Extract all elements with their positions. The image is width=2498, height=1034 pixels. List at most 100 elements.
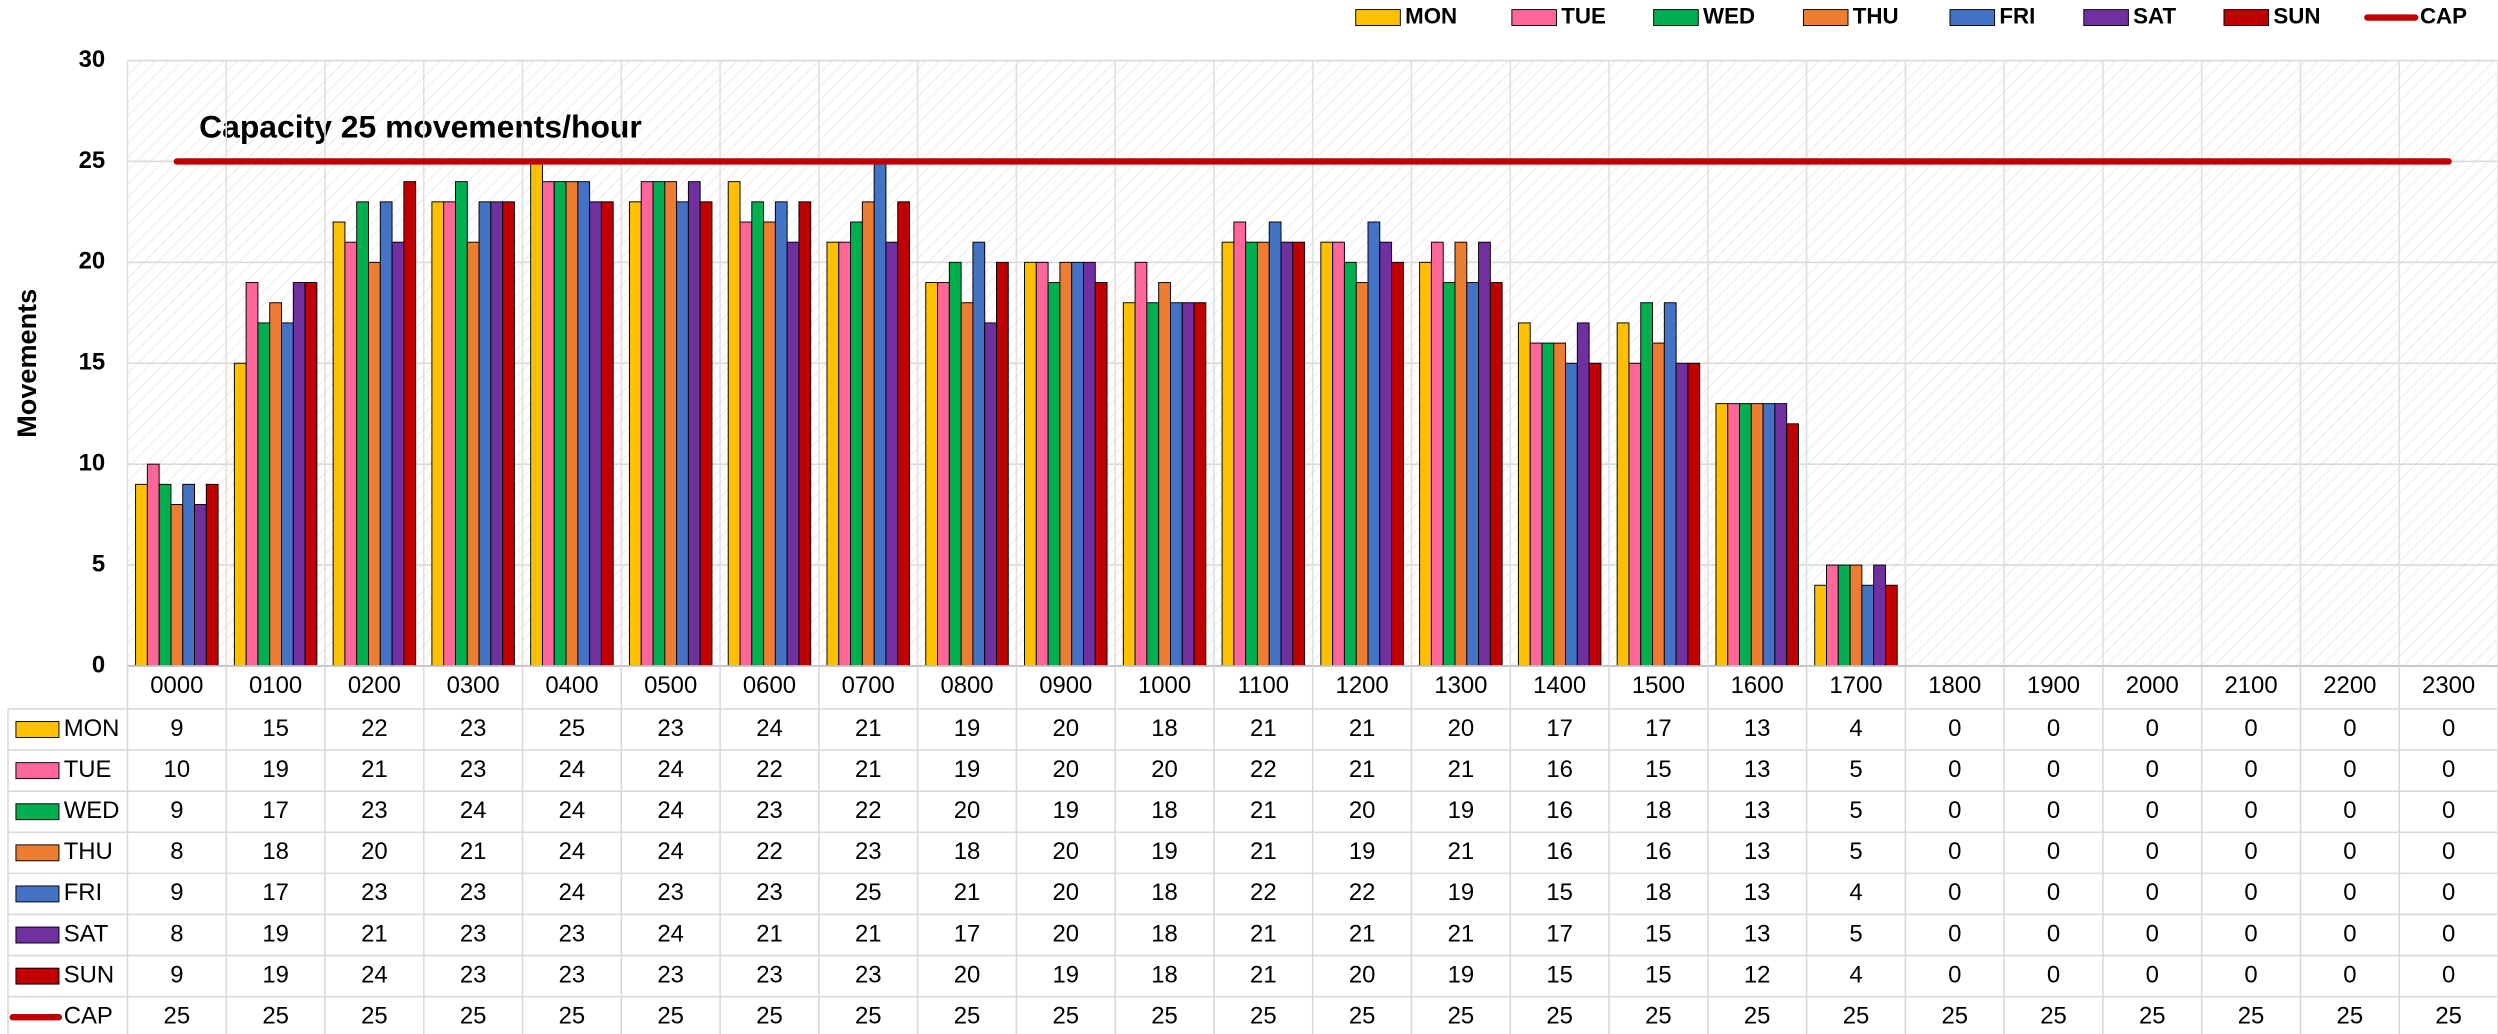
table-cell: 20 <box>954 797 981 824</box>
y-tick-label: 5 <box>92 550 105 577</box>
table-cell: 13 <box>1744 920 1771 947</box>
table-cell: 10 <box>164 756 191 783</box>
bar <box>233 362 247 667</box>
table-cell: 17 <box>954 920 981 947</box>
x-tick-label: 0400 <box>545 672 598 699</box>
bar <box>984 322 997 667</box>
legend-label: WED <box>1703 3 1755 28</box>
bar <box>687 181 701 667</box>
table-cell: 0 <box>2343 961 2356 988</box>
table-cell: 25 <box>361 1003 388 1030</box>
table-cell: 0 <box>2244 797 2257 824</box>
table-cell: 24 <box>559 879 586 906</box>
bar <box>530 160 543 667</box>
table-cell: 21 <box>1448 838 1475 865</box>
bar <box>1454 241 1468 667</box>
legend-label: FRI <box>1999 3 2035 28</box>
table-cell: 0 <box>2047 920 2060 947</box>
table-cell: 25 <box>2337 1003 2364 1030</box>
table-cell: 18 <box>1151 715 1178 742</box>
table-cell: 0 <box>1948 920 1961 947</box>
bar <box>739 221 753 667</box>
table-cell: 0 <box>2146 961 2159 988</box>
table-cell: 21 <box>1250 961 1277 988</box>
bar <box>379 201 393 667</box>
bar <box>443 201 456 667</box>
legend-label: MON <box>1405 3 1457 28</box>
bar <box>1478 241 1491 667</box>
table-cell: 25 <box>1250 1003 1277 1030</box>
table-cell: 25 <box>1546 1003 1573 1030</box>
table-cell: 9 <box>170 797 183 824</box>
table-cell: 22 <box>756 756 783 783</box>
bar <box>1292 241 1306 667</box>
bar <box>1640 302 1654 667</box>
table-cell: 25 <box>1843 1003 1870 1030</box>
table-cell: 20 <box>361 838 388 865</box>
table-cell: 0 <box>1948 797 1961 824</box>
table-cell: 25 <box>855 1003 882 1030</box>
table-cell: 25 <box>855 879 882 906</box>
bar <box>1221 241 1235 667</box>
bar <box>699 201 713 667</box>
x-tick-label: 1000 <box>1138 672 1191 699</box>
x-tick-label: 1700 <box>1829 672 1882 699</box>
table-cell: 23 <box>657 879 684 906</box>
table-cell: 0 <box>2442 879 2455 906</box>
table-cell: 25 <box>1941 1003 1968 1030</box>
bar <box>600 201 614 667</box>
table-cell: 0 <box>1948 879 1961 906</box>
table-cell: 23 <box>460 756 487 783</box>
x-tick-label: 2000 <box>2126 672 2179 699</box>
table-cell: 18 <box>262 838 289 865</box>
bar <box>1750 403 1764 667</box>
table-cell: 19 <box>1349 838 1376 865</box>
bar <box>1727 403 1740 667</box>
table-cell: 21 <box>1349 715 1376 742</box>
bar <box>676 201 689 667</box>
bar <box>1355 282 1369 667</box>
table-cell: 21 <box>1349 920 1376 947</box>
bar <box>838 241 852 667</box>
table-row-label: FRI <box>64 879 102 906</box>
bar <box>368 261 381 667</box>
bar <box>454 181 468 667</box>
table-cell: 22 <box>756 838 783 865</box>
table-cell: 17 <box>262 879 289 906</box>
table-cell: 21 <box>855 756 882 783</box>
table-cell: 0 <box>2244 838 2257 865</box>
bar <box>1652 342 1665 667</box>
x-tick-label: 2200 <box>2323 672 2376 699</box>
bar <box>1430 241 1444 667</box>
bar <box>873 160 887 667</box>
x-tick-label: 0100 <box>249 672 302 699</box>
x-tick-label: 2100 <box>2225 672 2278 699</box>
table-cell: 21 <box>361 920 388 947</box>
bar <box>1786 423 1799 667</box>
bar <box>1628 362 1642 667</box>
table-cell: 25 <box>460 1003 487 1030</box>
legend-key <box>1511 9 1557 27</box>
table-cell: 0 <box>2343 920 2356 947</box>
legend-key <box>1355 9 1401 27</box>
table-cell: 21 <box>1250 920 1277 947</box>
bar <box>1553 342 1567 667</box>
bar <box>1024 261 1037 667</box>
bar <box>1343 261 1357 667</box>
x-tick-label: 2300 <box>2422 672 2475 699</box>
table-cell: 0 <box>2442 797 2455 824</box>
table-cell: 15 <box>1546 879 1573 906</box>
table-cell: 19 <box>1053 961 1080 988</box>
table-cell: 20 <box>1151 756 1178 783</box>
bar <box>577 181 591 667</box>
table-cell: 16 <box>1645 838 1672 865</box>
bar <box>786 241 800 667</box>
table-cell: 19 <box>954 756 981 783</box>
bar <box>1849 564 1863 667</box>
table-cell: 25 <box>1349 1003 1376 1030</box>
bar <box>925 282 939 667</box>
table-cell: 18 <box>954 838 981 865</box>
table-row-label: CAP <box>64 1003 113 1030</box>
table-cell: 23 <box>559 961 586 988</box>
